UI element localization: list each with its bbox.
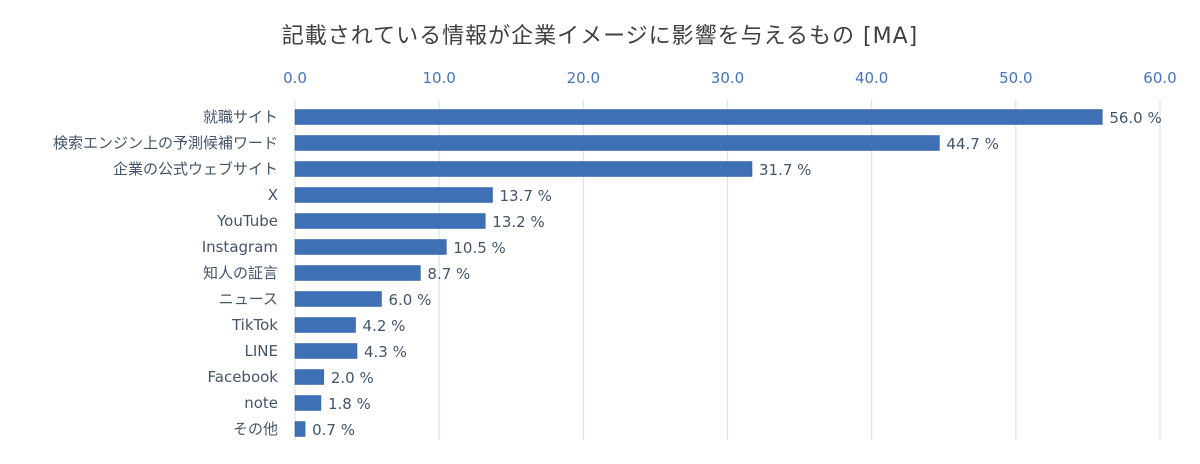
gridlines	[294, 100, 1161, 440]
category-label: X	[268, 186, 278, 204]
data-label: 31.7 %	[759, 161, 811, 179]
data-label: 4.3 %	[364, 343, 407, 361]
bar	[294, 239, 447, 255]
category-label: その他	[233, 420, 278, 438]
bar	[294, 265, 421, 281]
chart-title: 記載されている情報が企業イメージに影響を与えるもの [MA]	[281, 24, 919, 49]
x-tick-label: 20.0	[567, 69, 600, 87]
category-label: YouTube	[216, 212, 278, 230]
x-axis-ticks: 0.0 10.0 20.0 30.0 40.0 50.0 60.0	[283, 69, 1177, 87]
data-label: 13.2 %	[492, 213, 544, 231]
bar	[294, 343, 358, 359]
category-label: Instagram	[202, 238, 278, 256]
data-label: 13.7 %	[500, 187, 552, 205]
x-tick-label: 50.0	[999, 69, 1032, 87]
category-label: TikTok	[231, 316, 278, 334]
category-label: 検索エンジン上の予測候補ワード	[53, 134, 278, 152]
bar	[294, 395, 322, 411]
bar	[294, 213, 486, 229]
data-label: 8.7 %	[427, 265, 470, 283]
bar	[294, 161, 753, 177]
data-label: 1.8 %	[328, 395, 371, 413]
data-label: 0.7 %	[312, 421, 355, 439]
x-tick-label: 10.0	[422, 69, 455, 87]
bar	[294, 291, 382, 307]
data-label: 6.0 %	[389, 291, 432, 309]
data-label: 2.0 %	[331, 369, 374, 387]
data-label: 44.7 %	[946, 135, 998, 153]
data-label: 10.5 %	[453, 239, 505, 257]
category-label: ニュース	[219, 290, 278, 308]
category-label: 就職サイト	[203, 108, 278, 126]
bar	[294, 421, 306, 437]
x-tick-label: 40.0	[855, 69, 888, 87]
category-label: 知人の証言	[203, 264, 278, 282]
category-label: LINE	[245, 342, 278, 360]
bar	[294, 109, 1103, 125]
x-tick-label: 60.0	[1143, 69, 1176, 87]
value-labels: 56.0 % 44.7 % 31.7 % 13.7 % 13.2 % 10.5 % 8.7 …	[312, 109, 1162, 439]
data-label: 56.0 %	[1109, 109, 1161, 127]
bars	[294, 109, 1103, 437]
data-label: 4.2 %	[363, 317, 406, 335]
category-label: 企業の公式ウェブサイト	[113, 160, 278, 178]
bar	[294, 187, 493, 203]
bar	[294, 369, 325, 385]
category-label: Facebook	[208, 368, 279, 386]
category-label: note	[244, 394, 278, 412]
x-tick-label: 30.0	[711, 69, 744, 87]
bar	[294, 317, 356, 333]
x-tick-label: 0.0	[283, 69, 307, 87]
bar	[294, 135, 940, 151]
